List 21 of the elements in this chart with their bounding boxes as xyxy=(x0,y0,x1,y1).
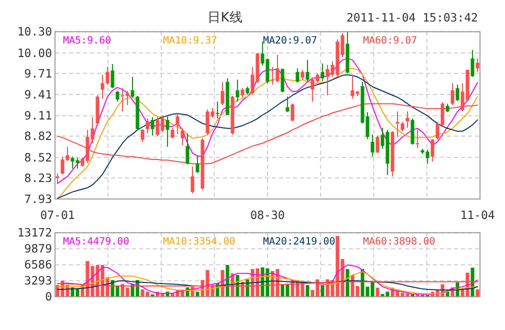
y-tick-label: 3293 xyxy=(24,274,52,288)
chart-title: 日K线 xyxy=(208,10,242,26)
x-tick-label: 11-04 xyxy=(460,208,495,222)
y-tick-label: 9.11 xyxy=(24,108,52,123)
y-tick-label: 6586 xyxy=(24,258,52,272)
y-tick-label: 8.23 xyxy=(24,170,52,185)
y-tick-label: 10.00 xyxy=(17,46,52,60)
x-tick-label: 08-30 xyxy=(250,208,285,222)
legend: MA5:4479.00 MA10:3354.00 MA20:2419.00 MA60:3898.00 xyxy=(63,236,436,248)
y-tick-label: 13172 xyxy=(17,226,52,240)
y-tick-label: 8.82 xyxy=(24,129,52,144)
y-tick-label: 9879 xyxy=(24,242,52,256)
y-tick-label: 8.52 xyxy=(24,150,52,164)
y-tick-label: 9.41 xyxy=(24,88,52,102)
x-tick-label: 07-01 xyxy=(40,208,75,222)
text: 2011-11-04 15:03:42 xyxy=(346,10,478,25)
y-tick-label: 9.71 xyxy=(24,66,52,80)
y-tick-label: 10.30 xyxy=(17,24,52,39)
y-tick-label: 0 xyxy=(45,290,52,304)
y-tick-label: 7.93 xyxy=(24,192,52,206)
legend: MA5:9.60 MA10:9.37 MA20:9.07 MA60:9.07 xyxy=(63,36,418,47)
